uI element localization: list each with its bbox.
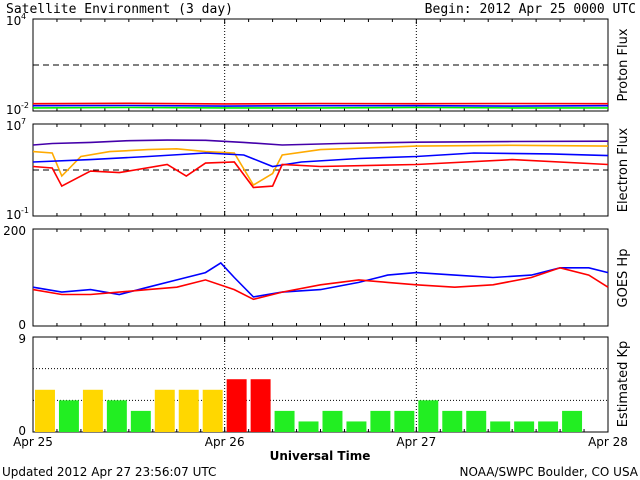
kp-bar xyxy=(274,410,295,432)
proton-ytick-label: 10 xyxy=(6,14,21,28)
proton-red-series-line xyxy=(32,102,609,105)
kp-bar xyxy=(538,421,559,432)
kp-ytick-label: 0 xyxy=(18,424,26,438)
kp-bar xyxy=(418,400,439,432)
hp-panel-frame xyxy=(32,228,609,327)
kp-bar xyxy=(562,410,583,432)
kp-bar xyxy=(82,389,103,432)
electron-ytick-label: 10 xyxy=(6,208,21,222)
kp-bar xyxy=(106,400,127,432)
x-tick-label: Apr 28 xyxy=(588,435,628,449)
hp-ytick-label: 200 xyxy=(3,224,26,238)
kp-bar xyxy=(490,421,511,432)
x-tick-label: Apr 27 xyxy=(396,435,436,449)
kp-bar xyxy=(370,410,391,432)
kp-bar xyxy=(35,389,55,432)
kp-bar xyxy=(322,410,343,432)
updated-time: Updated 2012 Apr 27 23:56:07 UTC xyxy=(2,465,216,479)
kp-bar xyxy=(154,389,175,432)
kp-bar xyxy=(250,379,271,432)
kp-bar xyxy=(226,379,247,432)
proton-blue-series-line xyxy=(32,104,609,107)
kp-ylabel: Estimated Kp xyxy=(616,341,631,428)
begin-time: Begin: 2012 Apr 25 0000 UTC xyxy=(425,2,636,17)
kp-bar xyxy=(178,389,199,432)
kp-bar xyxy=(130,410,151,432)
proton-ytick-exponent: -2 xyxy=(21,101,29,110)
chart-title: Satellite Environment (3 day) xyxy=(6,2,233,17)
kp-bar xyxy=(346,421,367,432)
kp-bar xyxy=(202,389,223,432)
kp-bar xyxy=(514,421,535,432)
hp-red-series-line xyxy=(32,266,609,301)
hp-ytick-label: 0 xyxy=(18,318,26,332)
proton-ylabel: Proton Flux xyxy=(616,28,631,101)
electron-ytick-label: 10 xyxy=(6,119,21,133)
xaxis-title: Universal Time xyxy=(270,449,371,463)
electron-red-series-line xyxy=(32,158,609,189)
hp-ylabel: GOES Hp xyxy=(616,249,631,308)
electron-ytick-exponent: -1 xyxy=(21,206,29,215)
kp-bar xyxy=(298,421,319,432)
x-tick-label: Apr 26 xyxy=(205,435,245,449)
proton-ytick-exponent: 4 xyxy=(21,12,26,21)
kp-bar xyxy=(466,410,487,432)
electron-ytick-exponent: 7 xyxy=(21,117,26,126)
kp-bar xyxy=(442,410,463,432)
kp-bar xyxy=(58,400,79,432)
electron-ylabel: Electron Flux xyxy=(616,127,631,212)
electron-orange-series-line xyxy=(32,144,609,187)
electron-panel-frame xyxy=(32,123,609,217)
credit-text: NOAA/SWPC Boulder, CO USA xyxy=(460,465,639,479)
kp-ytick-label: 9 xyxy=(18,332,26,346)
x-tick-label: Apr 25 xyxy=(13,435,53,449)
electron-purple-series-line xyxy=(32,139,609,146)
kp-bar xyxy=(394,410,415,432)
proton-ytick-label: 10 xyxy=(6,103,21,117)
proton-panel-frame xyxy=(32,18,609,112)
